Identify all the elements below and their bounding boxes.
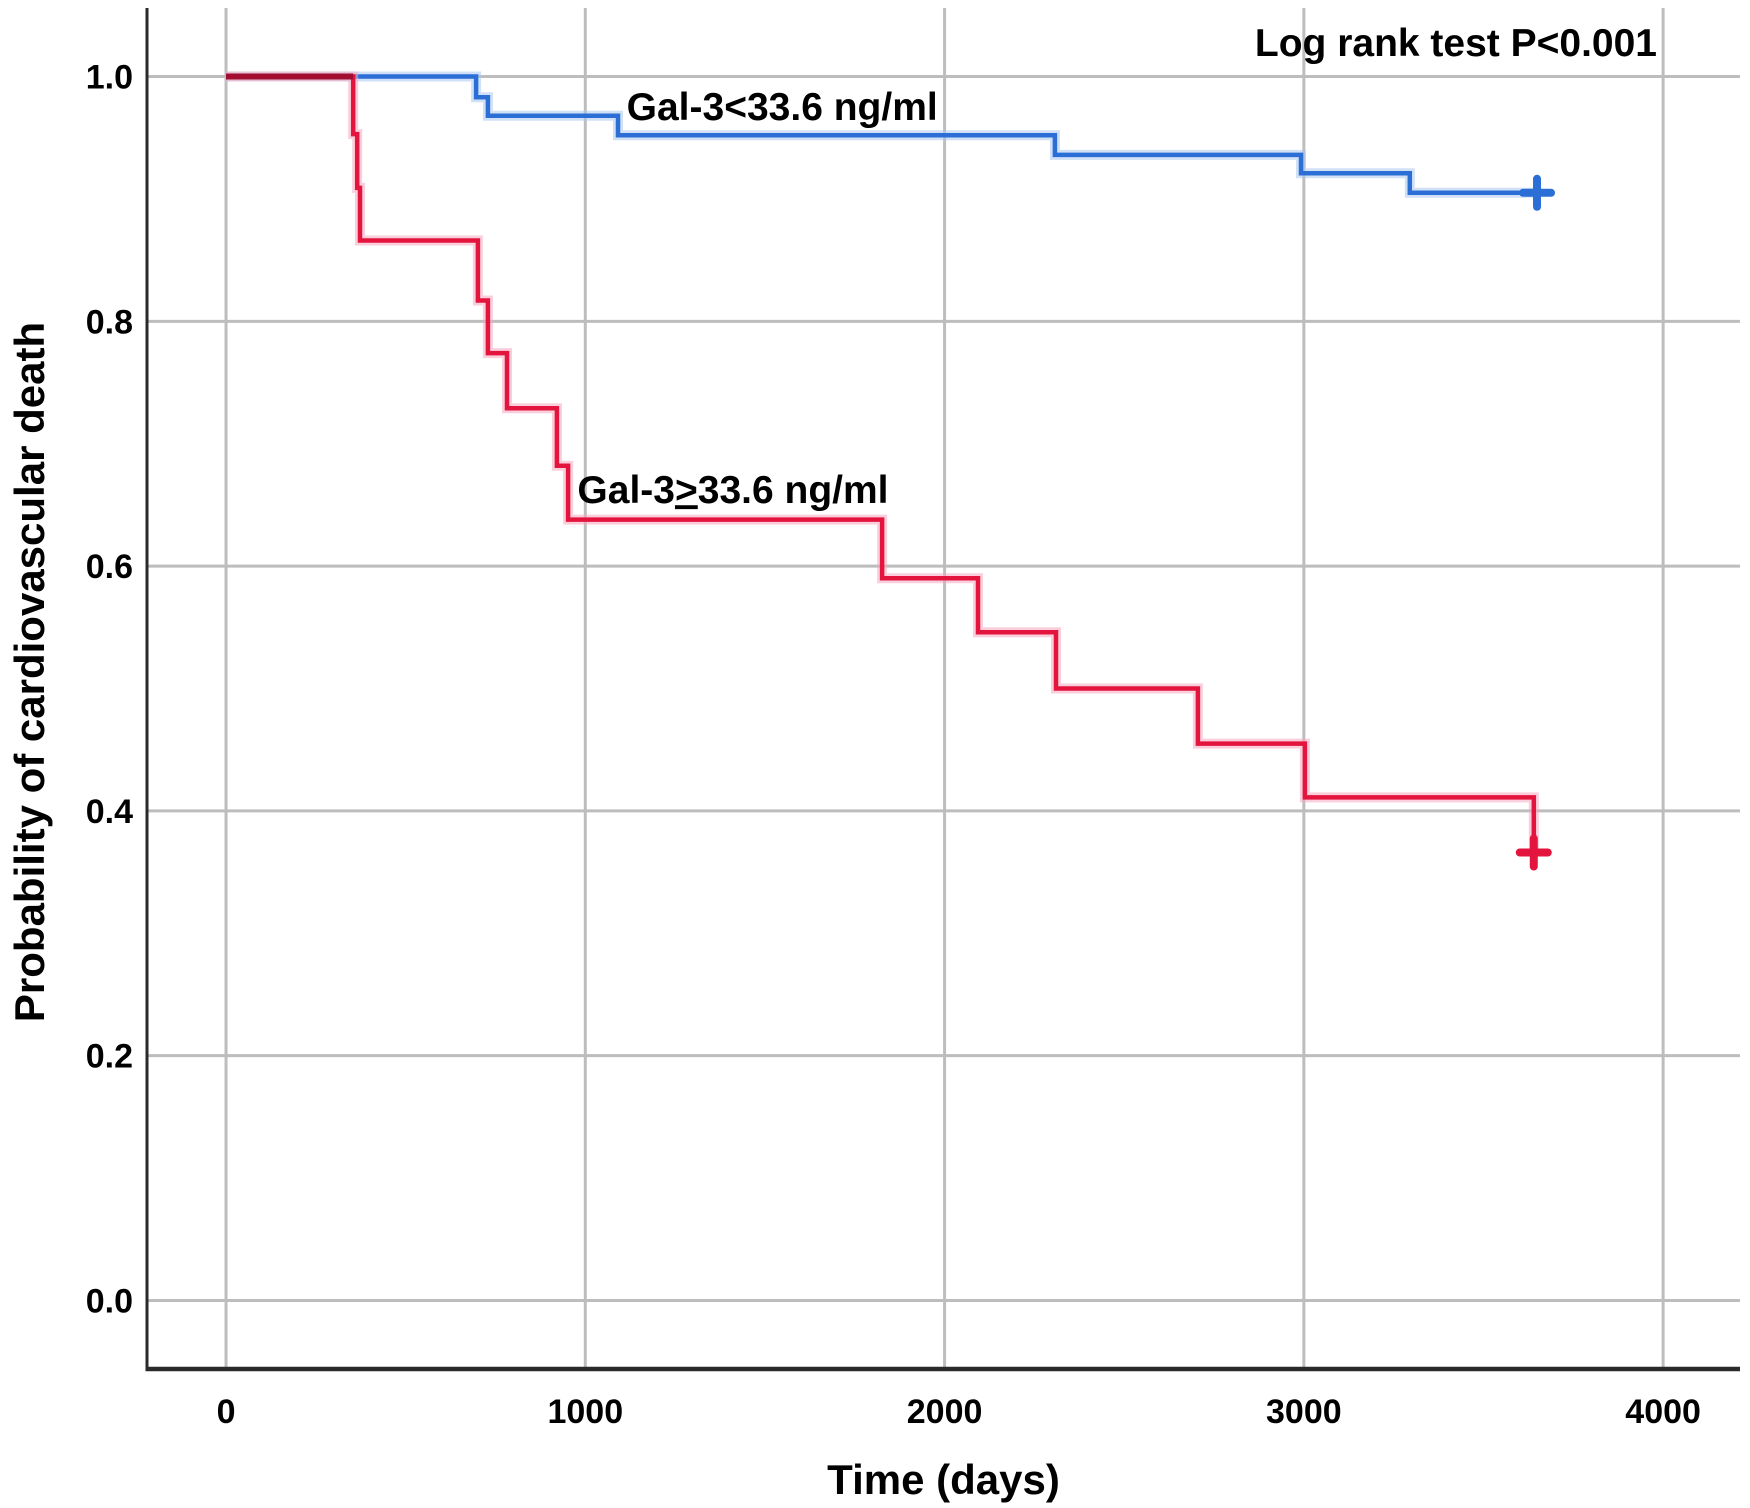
curve-label-gal3-low: Gal-3<33.6 ng/ml [627,86,938,129]
survival-curve-gal3-low [226,74,1537,196]
x-axis-title: Time (days) [827,1456,1060,1503]
y-tick-label: 0.6 [86,548,133,586]
x-tick-label: 3000 [1266,1393,1342,1431]
x-tick-label: 0 [217,1393,236,1431]
y-tick-label: 0.2 [86,1038,133,1076]
x-tick-label: 1000 [547,1393,623,1431]
x-tick-label: 4000 [1625,1393,1701,1431]
y-tick-label: 0.0 [86,1282,133,1320]
survival-curve-gal3-high [226,74,1537,853]
y-axis-title: Probability of cardiovascular death [6,322,53,1022]
censor-mark-gal3-low [1519,174,1556,211]
curve-label-gal3-high: Gal-3>33.6 ng/ml [577,469,888,512]
censor-mark-gal3-high [1515,834,1552,871]
y-tick-label: 0.4 [86,793,133,831]
x-tick-label: 2000 [907,1393,983,1431]
y-tick-label: 0.8 [86,303,133,341]
log-rank-annotation: Log rank test P<0.001 [1255,22,1657,65]
y-tick-label: 1.0 [86,59,133,97]
